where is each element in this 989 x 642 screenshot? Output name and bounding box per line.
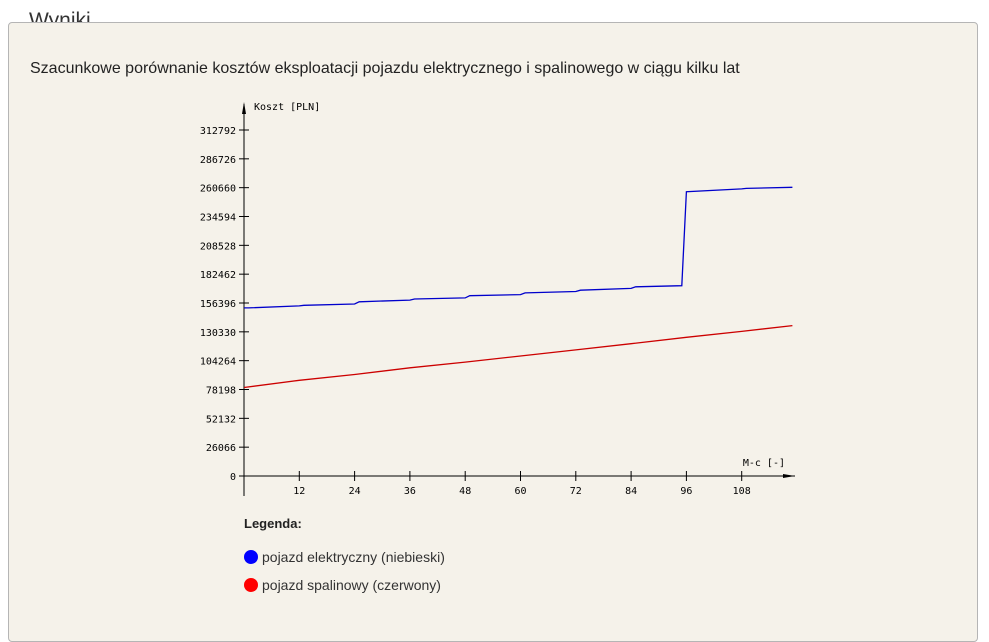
x-axis-label: M-c [-] [743, 458, 785, 469]
legend-item: pojazd spalinowy (czerwony) [244, 571, 445, 599]
x-tick-label: 12 [293, 486, 305, 497]
y-tick-label: 156396 [200, 299, 236, 310]
y-tick-label: 260660 [200, 184, 236, 195]
y-tick-label: 52132 [206, 414, 236, 425]
results-fieldset [8, 22, 978, 642]
chart-description: Szacunkowe porównanie kosztów eksploatac… [30, 60, 740, 77]
chart-legend: Legenda: pojazd elektryczny (niebieski) p… [244, 516, 445, 599]
legend-item-label: pojazd spalinowy (czerwony) [262, 577, 441, 593]
y-tick-label: 104264 [200, 357, 236, 368]
legend-item: pojazd elektryczny (niebieski) [244, 543, 445, 571]
y-tick-label: 78198 [206, 386, 236, 397]
legend-color-dot [244, 578, 258, 592]
series-line-electric [244, 186, 793, 309]
series-line-combustion [243, 324, 793, 389]
x-tick-label: 24 [349, 486, 361, 497]
x-tick-label: 84 [625, 486, 637, 497]
y-tick-label: 182462 [200, 270, 236, 281]
x-tick-label: 48 [459, 486, 471, 497]
y-tick-label: 286726 [200, 155, 236, 166]
y-axis-label: Koszt [PLN] [254, 102, 320, 113]
x-tick-label: 36 [404, 486, 416, 497]
legend-item-label: pojazd elektryczny (niebieski) [262, 549, 445, 565]
legend-color-dot [244, 550, 258, 564]
y-tick-label: 26066 [206, 443, 236, 454]
x-tick-label: 72 [570, 486, 582, 497]
x-tick-label: 108 [733, 486, 751, 497]
y-tick-label: 0 [230, 472, 236, 483]
x-tick-label: 96 [680, 486, 692, 497]
y-axis-arrow [242, 102, 246, 114]
y-tick-label: 234594 [200, 213, 236, 224]
legend-heading: Legenda: [244, 516, 302, 531]
y-tick-label: 208528 [200, 241, 236, 252]
x-tick-label: 60 [514, 486, 526, 497]
y-tick-label: 130330 [200, 328, 236, 339]
y-tick-label: 312792 [200, 126, 236, 137]
cost-chart: Koszt [PLN] M-c [-] 0 26066 52132 78198 104264… [200, 102, 795, 497]
x-axis-arrow [783, 474, 795, 478]
